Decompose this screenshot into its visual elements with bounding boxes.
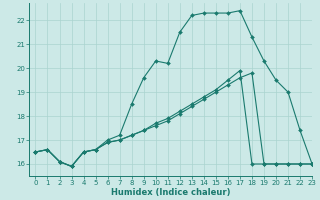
X-axis label: Humidex (Indice chaleur): Humidex (Indice chaleur)	[111, 188, 230, 197]
